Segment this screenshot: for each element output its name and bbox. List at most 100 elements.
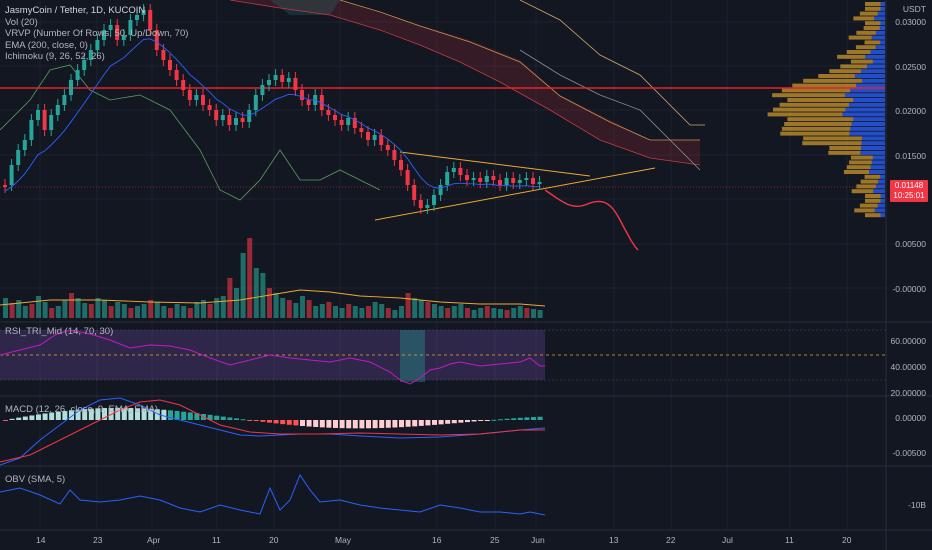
profile-bar: [870, 50, 885, 54]
volume-bar: [399, 306, 404, 318]
macd-bar: [141, 408, 147, 420]
moving-average-line: [4, 38, 540, 192]
obv-label[interactable]: OBV (SMA, 5): [5, 474, 66, 485]
candle-body: [517, 180, 522, 183]
candle-body: [438, 185, 443, 195]
candle-body: [253, 95, 258, 110]
macd-axis-label: 0.00000: [895, 413, 926, 423]
volume-bar: [42, 302, 48, 318]
candle-body: [69, 80, 73, 95]
volume-bar: [227, 278, 233, 318]
profile-bar: [850, 126, 885, 131]
macd-bar: [511, 418, 517, 420]
profile-bar: [845, 107, 885, 112]
candle-body: [319, 95, 324, 110]
candle-body: [154, 30, 159, 50]
legend-ema[interactable]: EMA (200, close, 0): [5, 39, 88, 51]
macd-bar: [22, 416, 28, 420]
macd-bar: [55, 411, 61, 420]
legend-vrvp[interactable]: VRVP (Number Of Rows, 50, Up/Down, 70): [5, 28, 189, 40]
candle-body: [95, 40, 100, 50]
volume-bar: [458, 304, 464, 318]
volume-bar: [517, 306, 523, 318]
profile-bar: [846, 50, 871, 54]
candle-body: [451, 168, 456, 172]
candle-body: [174, 70, 179, 80]
macd-bar: [121, 407, 127, 420]
macd-axis-label: -0.00500: [892, 448, 926, 458]
candle-body: [75, 70, 80, 80]
volume-bar: [319, 304, 325, 318]
profile-bar: [861, 78, 885, 83]
candle-body: [306, 100, 311, 105]
profile-bar: [861, 141, 885, 146]
candle-body: [9, 165, 14, 185]
macd-bar: [29, 415, 35, 420]
macd-label[interactable]: MACD (12, 26, close, 9, EMA, EMA): [5, 404, 159, 415]
candle-body: [128, 20, 133, 35]
macd-bar: [333, 420, 338, 428]
profile-bar: [874, 208, 885, 213]
candle-body: [385, 145, 390, 150]
volume-bar: [286, 300, 292, 318]
volume-bar: [247, 238, 253, 318]
ichimoku-span-a: [339, 0, 700, 141]
projection-curve: [544, 189, 639, 251]
candle-body: [399, 160, 403, 170]
volume-bar: [75, 298, 81, 318]
macd-bar: [478, 420, 484, 421]
macd-bar: [524, 417, 530, 420]
macd-signal: [0, 399, 545, 463]
time-axis-label: May: [335, 535, 352, 545]
macd-bar: [412, 420, 418, 427]
volume-bar: [36, 296, 41, 318]
volume-bar: [214, 298, 220, 318]
macd-bar: [3, 420, 8, 421]
candle-body: [359, 128, 364, 132]
profile-bar: [849, 160, 872, 165]
macd-bar: [187, 412, 193, 420]
candle-body: [504, 178, 509, 185]
legend-volume[interactable]: Vol (20): [5, 16, 38, 28]
volume-bar: [168, 308, 173, 318]
volume-bar: [102, 300, 107, 318]
volume-ma: [0, 289, 546, 307]
profile-bar: [853, 98, 885, 102]
volume-bar: [220, 296, 226, 318]
macd-bar: [293, 420, 299, 426]
macd-bar: [517, 417, 523, 420]
candle-body: [293, 78, 298, 90]
time-axis-label: 13: [609, 535, 619, 545]
profile-bar: [873, 189, 885, 194]
macd-bar: [372, 420, 378, 429]
volume-bar: [418, 300, 424, 318]
profile-bar: [843, 170, 870, 174]
profile-bar: [802, 141, 862, 146]
volume-bar: [115, 302, 121, 318]
candle-body: [352, 118, 357, 128]
candle-body: [135, 15, 139, 20]
rsi-label[interactable]: RSI_TRI_Mid (14, 70, 30): [5, 326, 114, 337]
macd-histogram: [3, 407, 543, 429]
volume-bar: [524, 308, 530, 318]
macd-bar: [399, 420, 404, 428]
last-price-tag: 0.01148 10:25:01: [890, 180, 928, 202]
candle-body: [115, 25, 120, 40]
profile-bar: [849, 131, 885, 136]
legend-ichimoku[interactable]: Ichimoku (9, 26, 52, 26): [5, 51, 105, 63]
macd-bar: [286, 420, 292, 425]
time-axis-label: 20: [269, 535, 279, 545]
symbol-title[interactable]: JasmyCoin / Tether, 1D, KUCOIN: [5, 5, 146, 16]
volume-bar: [82, 303, 88, 318]
profile-bar: [828, 150, 861, 155]
time-axis-label: 16: [432, 535, 442, 545]
candle-body: [379, 135, 384, 145]
macd-bar: [531, 417, 536, 420]
candle-body: [187, 90, 192, 100]
macd-bar: [385, 420, 391, 428]
volume-bar: [207, 304, 213, 318]
profile-bar: [840, 64, 868, 69]
macd-bar: [135, 408, 140, 420]
macd-bar: [484, 420, 490, 421]
